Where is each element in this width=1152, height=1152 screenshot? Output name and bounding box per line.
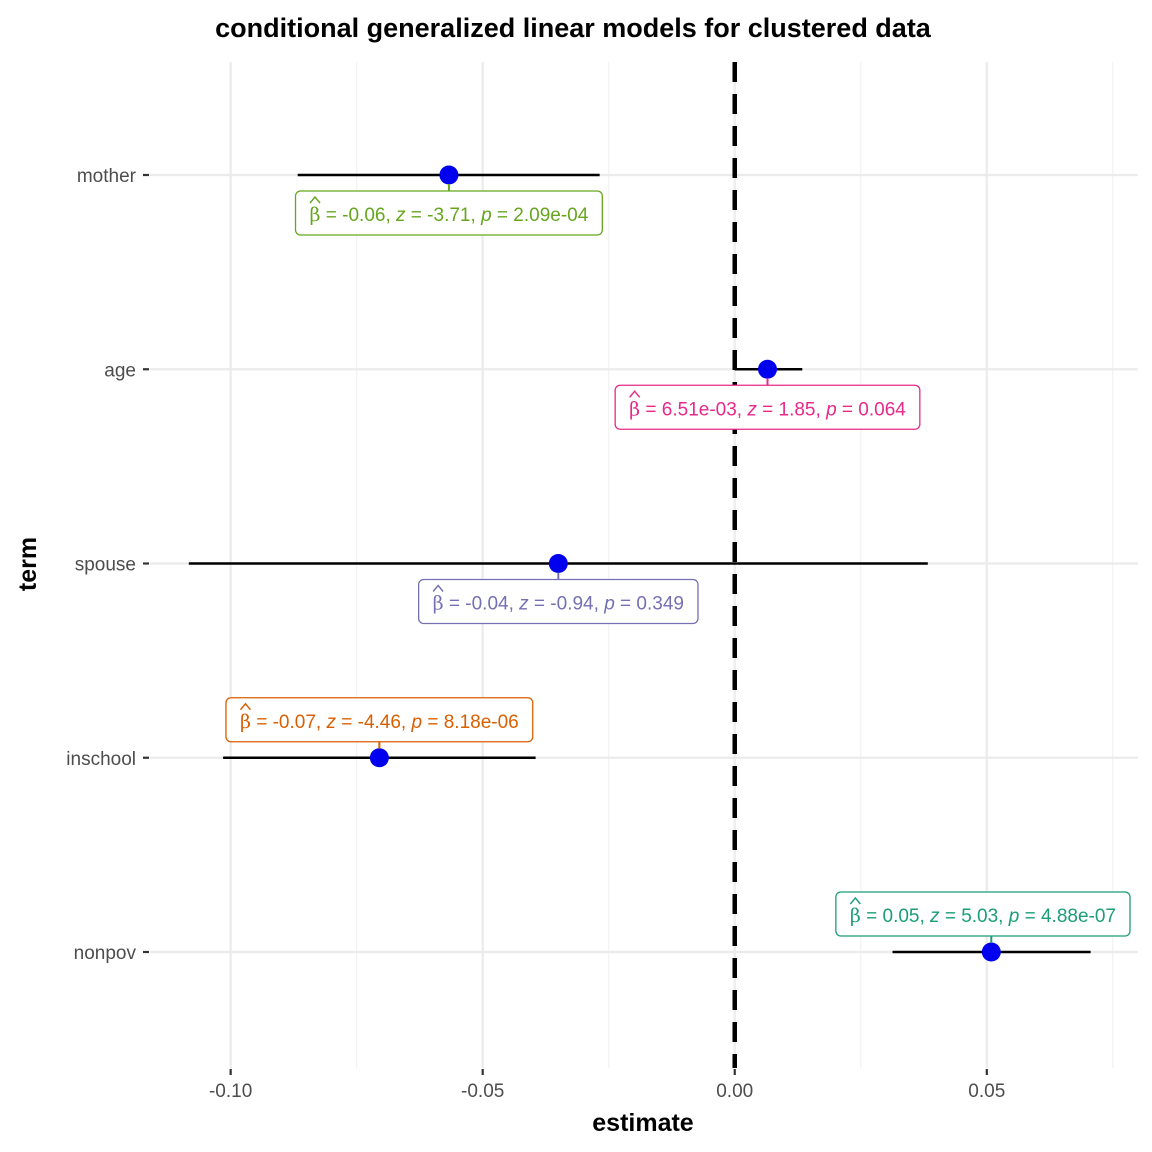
x-tick-label: -0.05 [461,1081,504,1102]
stat-label-mother: β = -0.06, z = -3.71, p = 2.09e-04 [294,184,603,236]
x-tick-label: 0.00 [716,1081,753,1102]
stat-label-text: β = -0.07, z = -4.46, p = 8.18e-06 [240,711,519,733]
stat-label-text: β = -0.06, z = -3.71, p = 2.09e-04 [310,204,589,226]
hat-mark [849,896,861,905]
hat-mark [629,390,641,398]
beta-symbol: β [240,711,251,733]
y-tick-label: inschool [66,749,136,770]
y-tick-label: mother [77,166,137,187]
point-mother [439,165,459,185]
beta-symbol: β [629,398,640,420]
stat-label-nonpov: β = 0.05, z = 5.03, p = 4.88e-07 [835,891,1131,943]
points [369,165,1001,962]
y-tick-label: spouse [75,555,136,576]
hat-mark [239,702,251,711]
stat-label-text: β = -0.04, z = -0.94, p = 0.349 [433,593,684,615]
stat-label-inschool: β = -0.07, z = -4.46, p = 8.18e-06 [225,697,534,749]
y-tick-label: nonpov [74,943,137,964]
point-spouse [548,554,568,573]
stat-label-text: β = 0.05, z = 5.03, p = 4.88e-07 [850,905,1116,927]
point-age [758,359,777,379]
point-inschool [369,748,389,768]
stat-labels: β = -0.06, z = -3.71, p = 2.09e-04 β = 6.… [225,184,1131,943]
y-axis: mother age spouse inschool nonpov [66,166,149,964]
x-axis-title: estimate [592,1109,694,1137]
beta-symbol: β [433,593,444,615]
hat-mark [309,195,321,204]
x-tick-label: -0.10 [209,1081,252,1102]
x-tick-label: 0.05 [968,1081,1005,1102]
beta-symbol: β [310,204,321,226]
point-nonpov [981,942,1001,962]
stat-label-text: β = 6.51e-03, z = 1.85, p = 0.064 [629,398,906,420]
stat-label-age: β = 6.51e-03, z = 1.85, p = 0.064 [614,378,921,430]
x-axis: -0.10 -0.05 0.00 0.05 [209,1069,1005,1102]
chart-title: conditional generalized linear models fo… [215,13,932,43]
y-tick-label: age [104,360,136,381]
beta-symbol: β [850,905,861,927]
stat-label-box [835,891,1131,937]
stat-label-spouse: β = -0.04, z = -0.94, p = 0.349 [417,572,699,625]
y-axis-title: term [14,537,42,591]
hat-mark [432,584,444,592]
